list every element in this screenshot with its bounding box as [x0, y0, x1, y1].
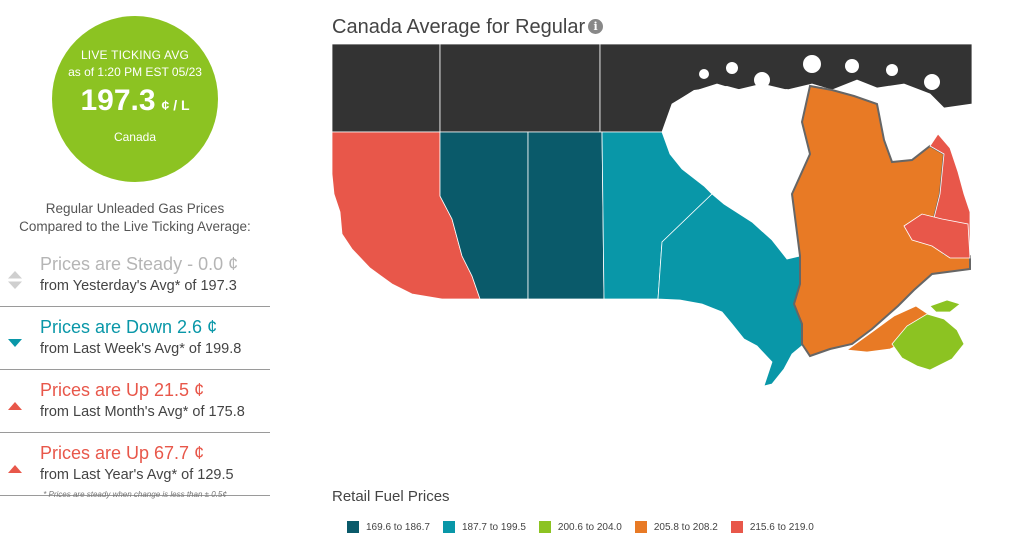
region-nova-scotia[interactable] [891, 313, 965, 371]
legend-label: 200.6 to 204.0 [557, 521, 622, 533]
badge-timestamp: as of 1:20 PM EST 05/23 [68, 65, 202, 79]
legend-item: 215.6 to 219.0 [730, 521, 814, 533]
comparison-main-text: Prices are Up 21.5 ¢ [40, 380, 205, 400]
legend-swatch [538, 521, 551, 533]
legend-title: Retail Fuel Prices [332, 488, 450, 505]
up-triangle-icon [8, 402, 22, 410]
badge-region: Canada [113, 130, 157, 144]
region-yukon[interactable] [332, 44, 441, 133]
comparison-main-text: Prices are Up 67.7 ¢ [40, 443, 205, 463]
steady-arrows-icon [8, 271, 22, 289]
region-manitoba[interactable] [601, 131, 713, 300]
badge-price: 197.3 [80, 84, 156, 117]
badge-price-row: 197.3 ¢ / L [52, 84, 218, 118]
region-quebec[interactable] [790, 84, 971, 358]
legend-label: 205.8 to 208.2 [653, 521, 718, 533]
legend-swatch [442, 521, 455, 533]
info-icon[interactable]: i [588, 19, 604, 34]
legend-item: 205.8 to 208.2 [634, 521, 718, 533]
comparison-row-last-year: Prices are Up 67.7 ¢ from Last Year's Av… [0, 443, 270, 496]
badge-heading: LIVE TICKING AVG [80, 48, 190, 62]
comparison-sub-text: from Yesterday's Avg* of 197.3 [40, 278, 237, 294]
region-ontario[interactable] [657, 193, 805, 387]
legend-label: 215.6 to 219.0 [749, 521, 814, 533]
map-title: Canada Average for Regular i [332, 16, 604, 39]
comparison-sub-text: from Last Year's Avg* of 129.5 [40, 467, 234, 483]
legend-item: 200.6 to 204.0 [538, 521, 622, 533]
region-saskatchewan[interactable] [527, 131, 605, 300]
live-average-badge: LIVE TICKING AVG as of 1:20 PM EST 05/23… [52, 16, 218, 182]
comparison-row-last-week: Prices are Down 2.6 ¢ from Last Week's A… [0, 317, 270, 370]
comparison-row-last-month: Prices are Up 21.5 ¢ from Last Month's A… [0, 380, 270, 433]
legend-label: 169.6 to 186.7 [366, 521, 430, 533]
region-northwest-territories[interactable] [439, 44, 601, 133]
legend-item: 169.6 to 186.7 [347, 521, 430, 533]
hudson-bay-water [662, 55, 940, 259]
map-title-text: Canada Average for Regular [332, 16, 586, 38]
comparison-sub-text: from Last Month's Avg* of 175.8 [40, 404, 245, 420]
comparison-title-line1: Regular Unleaded Gas Prices [45, 201, 225, 216]
comparison-sub-text: from Last Week's Avg* of 199.8 [40, 341, 242, 357]
badge-unit: ¢ / L [161, 97, 190, 113]
region-prince-edward-island[interactable] [929, 299, 961, 313]
steady-footnote: * Prices are steady when change is less … [43, 490, 227, 499]
down-triangle-icon [8, 339, 22, 347]
region-newfoundland-island[interactable] [903, 213, 971, 259]
up-triangle-icon [8, 465, 22, 473]
comparison-main-text: Prices are Steady - 0.0 ¢ [40, 254, 239, 274]
comparison-title: Regular Unleaded Gas Prices Compared to … [0, 200, 270, 236]
comparison-main-text: Prices are Down 2.6 ¢ [40, 317, 218, 337]
legend-swatch [347, 521, 359, 533]
comparison-row-yesterday: Prices are Steady - 0.0 ¢ from Yesterday… [0, 254, 270, 307]
canada-price-map [332, 44, 972, 387]
price-legend: 169.6 to 186.7 187.7 to 199.5 200.6 to 2… [347, 519, 827, 535]
legend-swatch [730, 521, 743, 533]
legend-swatch [634, 521, 647, 533]
legend-item: 187.7 to 199.5 [442, 521, 526, 533]
legend-label: 187.7 to 199.5 [461, 521, 526, 533]
comparison-title-line2: Compared to the Live Ticking Average: [19, 219, 251, 234]
